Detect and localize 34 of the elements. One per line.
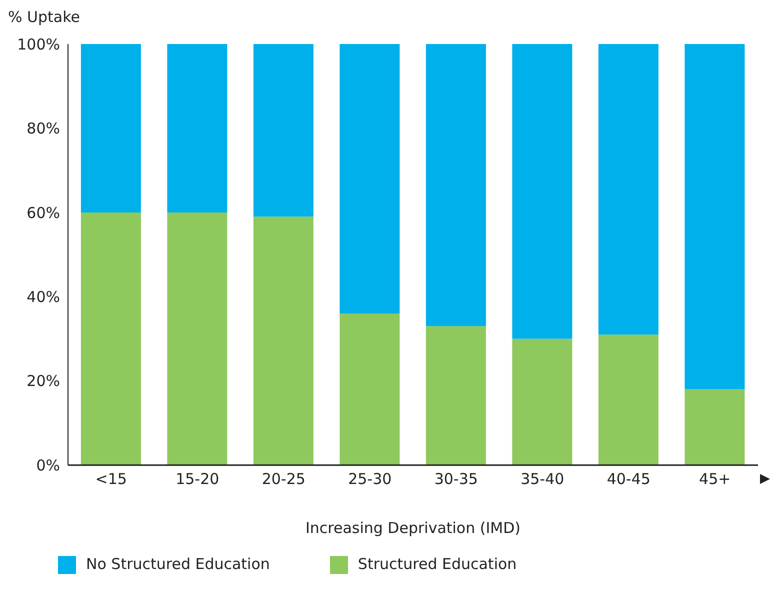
x-tick-label: 25-30 bbox=[348, 470, 392, 488]
bar bbox=[684, 389, 745, 466]
y-tick-label: 0% bbox=[36, 456, 60, 474]
bar bbox=[167, 212, 228, 466]
bar bbox=[253, 44, 314, 217]
bar bbox=[167, 44, 228, 212]
x-tick-label: 45+ bbox=[699, 470, 731, 488]
bar bbox=[340, 314, 400, 466]
bar bbox=[426, 326, 486, 466]
x-axis-title: Increasing Deprivation (IMD) bbox=[305, 519, 521, 538]
legend-label: Structured Education bbox=[358, 555, 517, 574]
y-tick-label: 80% bbox=[26, 120, 60, 138]
bar bbox=[684, 44, 745, 390]
bar bbox=[340, 44, 400, 314]
bar bbox=[598, 44, 658, 335]
x-tick-label: <15 bbox=[95, 470, 127, 488]
x-tick-label: 35-40 bbox=[520, 470, 564, 488]
bar bbox=[80, 44, 141, 212]
y-tick-label: 40% bbox=[26, 288, 60, 306]
legend-label: No Structured Education bbox=[86, 555, 270, 574]
y-tick-label: 100% bbox=[17, 35, 60, 54]
bar bbox=[598, 334, 658, 466]
x-tick-label: 40-45 bbox=[606, 470, 650, 488]
bar bbox=[426, 44, 486, 326]
x-tick-label: 20-25 bbox=[262, 470, 306, 488]
y-tick-label: 20% bbox=[26, 372, 60, 390]
y-axis-title: % Uptake bbox=[8, 8, 81, 28]
y-tick-label: 60% bbox=[26, 204, 60, 222]
bar bbox=[512, 338, 572, 466]
bar bbox=[253, 216, 314, 466]
x-tick-label: 30-35 bbox=[434, 470, 478, 488]
bar bbox=[80, 212, 141, 466]
bar bbox=[512, 44, 572, 339]
x-tick-label: 15-20 bbox=[176, 470, 220, 488]
